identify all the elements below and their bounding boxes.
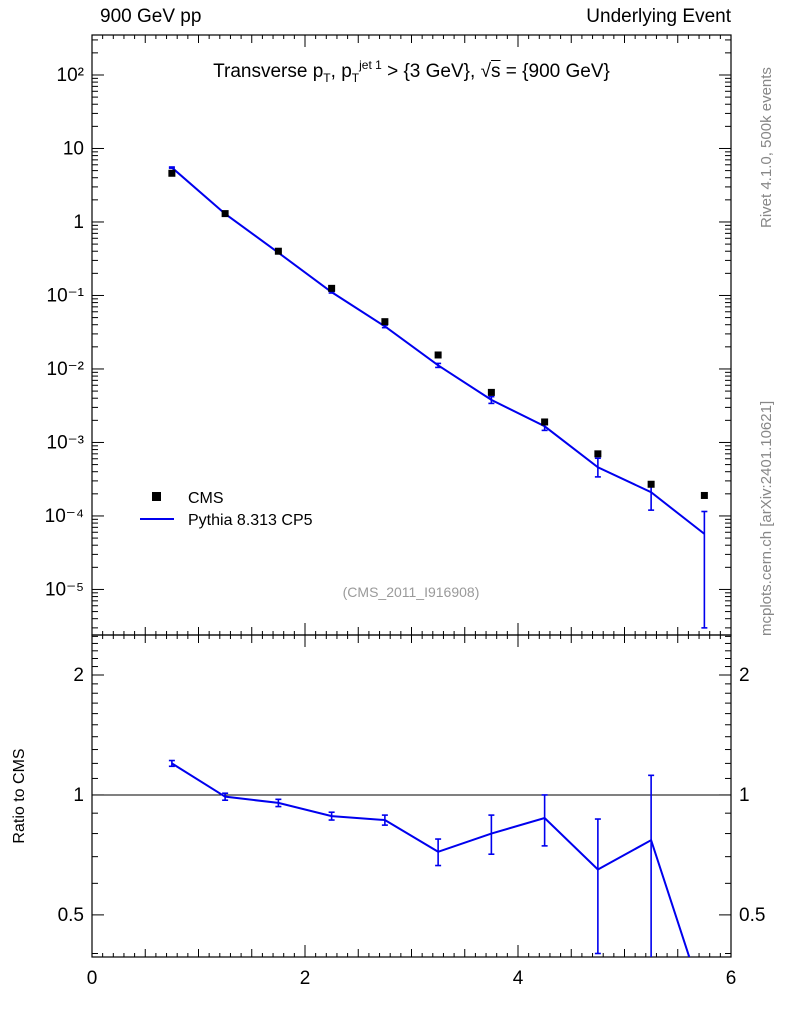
cms-data-point xyxy=(594,450,602,458)
cms-data-point xyxy=(381,318,389,326)
legend-marker-cms-square xyxy=(152,492,161,501)
cms-data-point xyxy=(434,351,442,359)
main-panel-frame xyxy=(91,34,732,636)
header-beam-energy: 900 GeV pp xyxy=(100,6,201,27)
legend: CMS Pythia 8.313 CP5 xyxy=(140,490,313,529)
ratio-panel-series xyxy=(92,759,731,957)
plot-title-fragment: √ xyxy=(480,61,492,82)
plot-title-fragment: T xyxy=(351,71,360,85)
y-ratio-tick-label-right: 0.5 xyxy=(739,905,765,926)
ratio-line xyxy=(171,762,691,957)
legend-label-cms: CMS xyxy=(188,490,224,507)
plot-title-fragment: jet 1 xyxy=(359,58,382,72)
plot-title-fragment: Transverse p xyxy=(213,61,324,82)
side-note-generator-version: Rivet 4.1.0, 500k events xyxy=(758,67,775,228)
x-tick-label: 2 xyxy=(300,968,311,989)
y-main-tick-label: 10⁻² xyxy=(47,359,85,380)
cms-data-point xyxy=(647,480,655,488)
cms-data-point xyxy=(221,210,229,218)
y-main-tick-label: 10² xyxy=(57,65,84,86)
y-ratio-tick-label: 2 xyxy=(73,665,84,686)
y-main-tick-label: 10⁻⁴ xyxy=(45,506,84,527)
y-ratio-tick-label-right: 1 xyxy=(739,785,750,806)
plot-title: Transverse pT, pTjet 1 > {3 GeV}, √s = {… xyxy=(92,58,731,85)
y-ratio-tick-label-right: 2 xyxy=(739,665,750,686)
x-tick-label: 4 xyxy=(513,968,524,989)
y-main-tick-label: 10 xyxy=(63,138,84,159)
cms-data-point xyxy=(541,418,549,426)
main-panel-series xyxy=(168,166,708,629)
cms-data-point xyxy=(487,388,495,396)
plot-title-fragment: > {3 GeV}, xyxy=(381,61,481,82)
mc-line xyxy=(171,166,705,535)
header-observable-group: Underlying Event xyxy=(586,6,731,27)
ratio-axis-label: Ratio to CMS xyxy=(11,748,28,843)
cms-data-point xyxy=(700,491,708,499)
y-main-tick-label: 10⁻¹ xyxy=(47,285,85,306)
cms-data-point xyxy=(168,169,176,177)
y-main-tick-label: 10⁻⁵ xyxy=(45,579,84,600)
ratio-panel-frame xyxy=(91,634,732,958)
legend-label-pythia: Pythia 8.313 CP5 xyxy=(188,512,313,529)
cms-data-point xyxy=(328,284,336,292)
plot-title-fragment: , p xyxy=(330,61,352,82)
x-tick-label: 6 xyxy=(726,968,737,989)
watermark-analysis-id: (CMS_2011_I916908) xyxy=(343,584,480,600)
plot-title-fragment: s xyxy=(491,61,501,82)
y-ratio-tick-label: 0.5 xyxy=(58,905,84,926)
y-ratio-tick-label: 1 xyxy=(73,785,84,806)
side-note-source: mcplots.cern.ch [arXiv:2401.10621] xyxy=(758,401,775,636)
plot-title-fragment: T xyxy=(323,71,331,85)
y-main-tick-label: 10⁻³ xyxy=(47,432,85,453)
y-main-tick-label: 1 xyxy=(73,212,84,233)
axis-tick-labels: 0 2 4 6 10² 10 1 10⁻¹ 10⁻² 10⁻³ 10⁻⁴ 10⁻⁵ 2 2 1 1 0.5 0.5 xyxy=(45,65,766,989)
plot-title-fragment: = {900 GeV} xyxy=(500,61,610,82)
axis-ticks xyxy=(91,35,732,957)
cms-data-point xyxy=(274,247,282,255)
x-tick-label: 0 xyxy=(87,968,98,989)
